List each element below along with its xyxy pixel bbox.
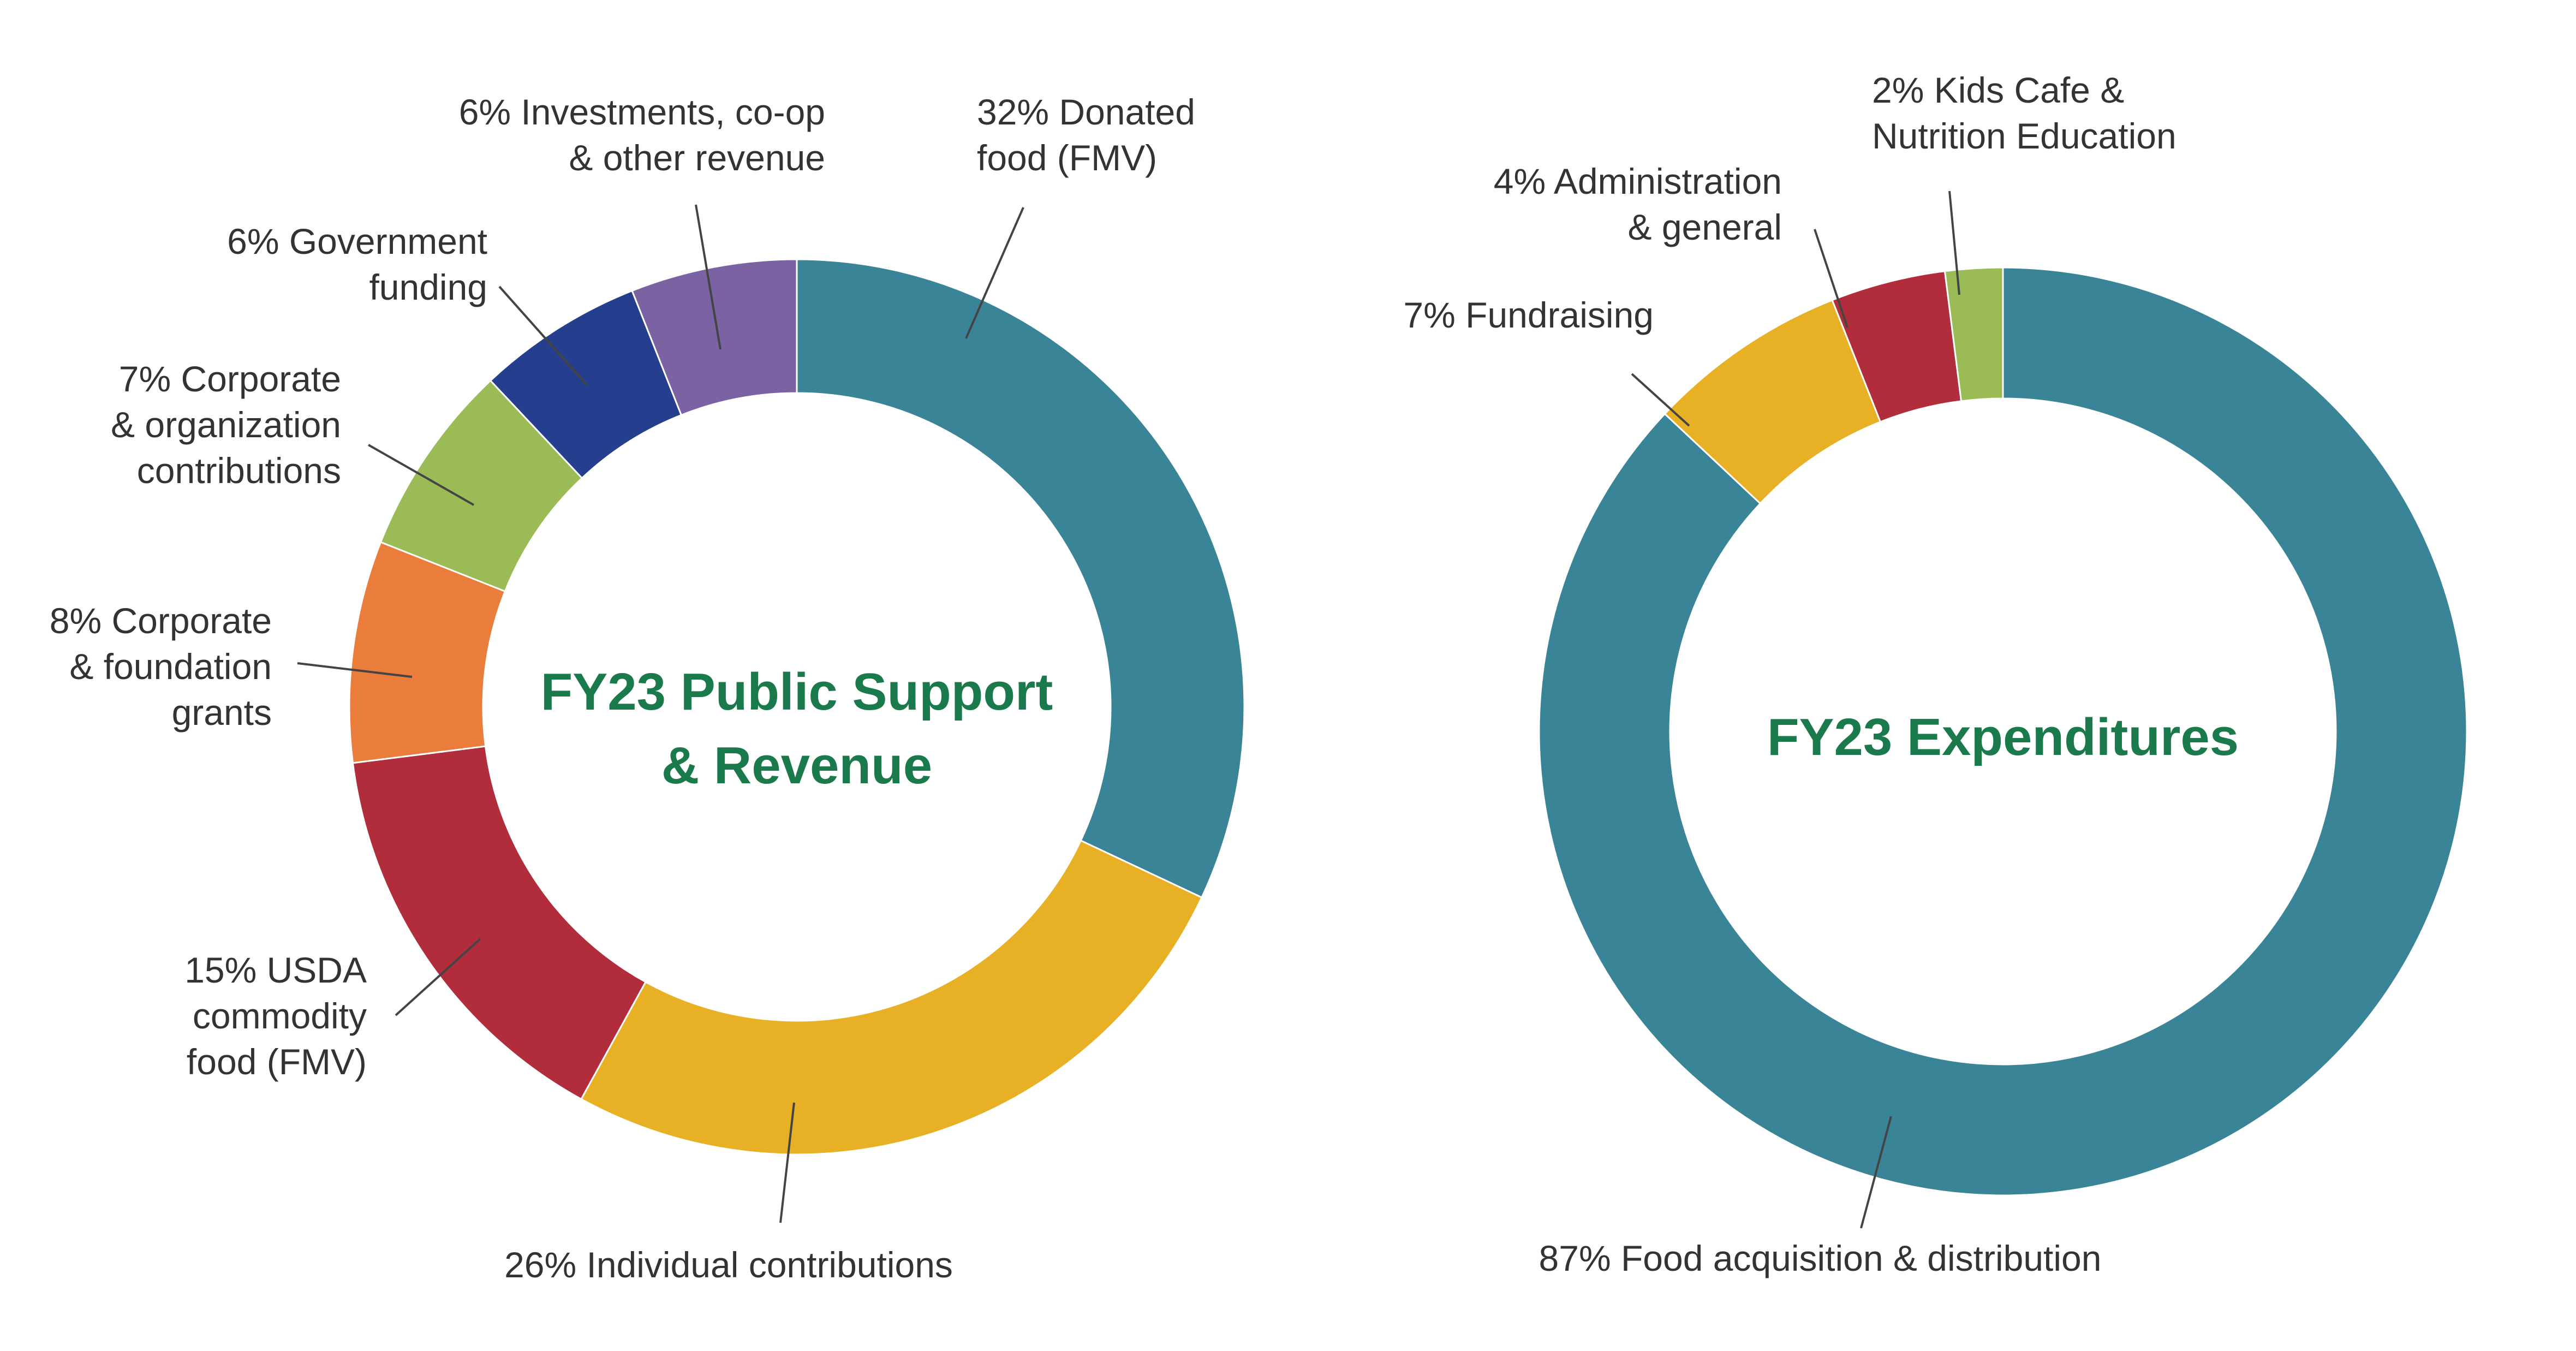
slice-label-line: commodity [193, 996, 367, 1036]
slice-label-line: 32% Donated [977, 92, 1195, 132]
revenue-slice-1 [580, 839, 1203, 1156]
slice-label-line: & organization [111, 404, 341, 445]
revenue-leader-line-3 [297, 662, 413, 678]
expenditures-leader-line-2 [1814, 229, 1848, 328]
expenditures-slice-label-1: 7% Fundraising [1403, 295, 1654, 335]
slice-label-line: 4% Administration [1494, 161, 1782, 201]
slice-label-line: 15% USDA [184, 950, 367, 990]
revenue-leader-line-6 [695, 204, 721, 350]
revenue-leader-line-2 [395, 938, 481, 1016]
slice-label-line: 7% Corporate [119, 359, 341, 399]
revenue-slice-0 [796, 258, 1245, 899]
revenue-chart-title-line-2: & Revenue [661, 736, 932, 795]
revenue-slice-label-0: 32% Donated food (FMV) [977, 92, 1195, 178]
revenue-leader-line-5 [498, 285, 588, 386]
slice-label-line: 26% Individual contributions [504, 1245, 953, 1285]
expenditures-chart-title: FY23 Expenditures [1767, 708, 2239, 766]
slice-label-line: 8% Corporate [50, 600, 272, 641]
slice-label-line: & foundation [69, 646, 272, 687]
expenditures-leader-line-0 [1860, 1116, 1892, 1229]
revenue-chart-title-line-1: FY23 Public Support [541, 663, 1053, 721]
revenue-slice-label-2: 15% USDA commodity food (FMV) [184, 950, 367, 1082]
revenue-donut-chart: FY23 Public Support & Revenue 32% Donate… [50, 92, 1245, 1285]
slice-label-line: 6% Investments, co-op [459, 92, 825, 132]
expenditures-leader-line-1 [1631, 373, 1690, 427]
revenue-slice-label-5: 6% Government funding [227, 221, 487, 307]
expenditures-donut-chart: FY23 Expenditures 87% Food acquisition &… [1403, 70, 2468, 1278]
expenditures-slice-label-0: 87% Food acquisition & distribution [1539, 1238, 2102, 1278]
revenue-slice-label-4: 7% Corporate & organization contributions [111, 359, 341, 491]
revenue-slice-label-6: 6% Investments, co-op & other revenue [459, 92, 825, 178]
slice-label-line: contributions [137, 450, 341, 491]
expenditures-slice-0 [1538, 266, 2468, 1197]
expenditures-slice-label-3: 2% Kids Cafe & Nutrition Education [1872, 70, 2177, 156]
slice-label-line: 2% Kids Cafe & [1872, 70, 2124, 110]
expenditures-leader-line-3 [1948, 191, 1960, 295]
revenue-slice-2 [351, 745, 647, 1100]
slice-label-line: food (FMV) [977, 138, 1157, 178]
slice-label-line: funding [369, 267, 487, 307]
slice-label-line: 87% Food acquisition & distribution [1539, 1238, 2102, 1278]
slice-label-line: 7% Fundraising [1403, 295, 1654, 335]
revenue-slice-6 [631, 258, 798, 416]
revenue-slice-label-1: 26% Individual contributions [504, 1245, 953, 1285]
slice-label-line: & other revenue [569, 138, 825, 178]
slice-label-line: 6% Government [227, 221, 487, 261]
slice-label-line: food (FMV) [187, 1041, 367, 1082]
revenue-leader-line-0 [965, 207, 1024, 339]
revenue-leader-line-4 [368, 444, 474, 506]
expenditures-slice-3 [1943, 266, 2004, 402]
slice-label-line: Nutrition Education [1872, 116, 2177, 156]
expenditures-slice-label-2: 4% Administration & general [1494, 161, 1782, 247]
slice-label-line: grants [172, 692, 272, 733]
revenue-leader-line-1 [779, 1102, 795, 1223]
revenue-slice-label-3: 8% Corporate & foundation grants [50, 600, 272, 733]
slice-label-line: & general [1627, 207, 1782, 247]
